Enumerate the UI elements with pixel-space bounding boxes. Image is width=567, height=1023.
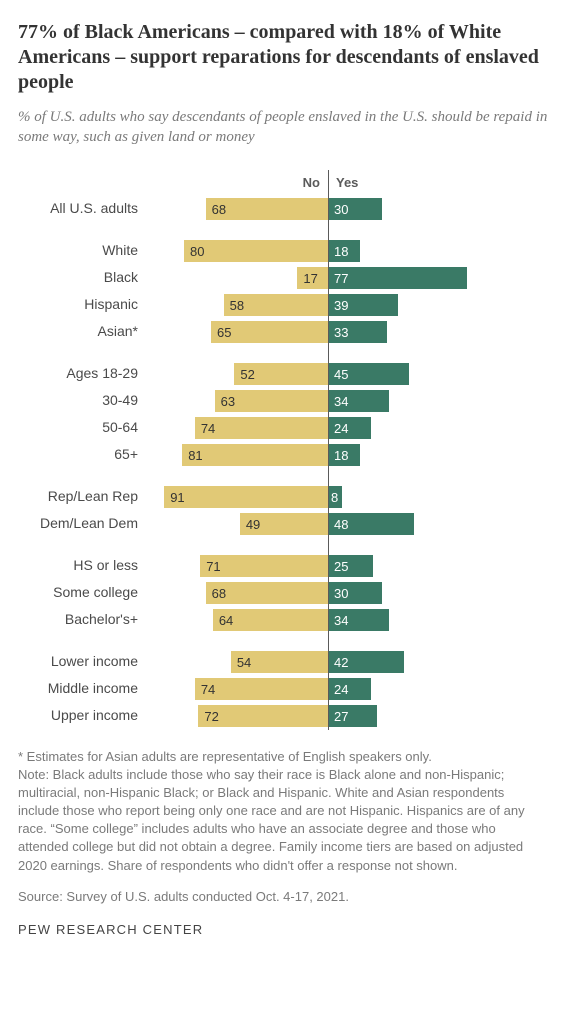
bar-yes: 18 (328, 444, 360, 466)
chart-rows: All U.S. adults6830White8018Black1777His… (18, 196, 549, 730)
header-yes: Yes (328, 175, 508, 190)
bar-yes: 33 (328, 321, 387, 343)
row-label: White (18, 243, 148, 258)
bar-no: 63 (215, 390, 328, 412)
table-row: Black 1777 (18, 265, 549, 292)
table-row: All U.S. adults 6830 (18, 196, 549, 223)
bar-yes: 39 (328, 294, 398, 316)
bar-no: 68 (206, 582, 328, 604)
chart-title: 77% of Black Americans – compared with 1… (18, 20, 549, 95)
bar-no: 58 (224, 294, 328, 316)
table-row: 50-64 7424 (18, 415, 549, 442)
table-row: Asian* 6533 (18, 319, 549, 346)
table-row: Lower income 5442 (18, 649, 549, 676)
table-row: Ages 18-29 5245 (18, 361, 549, 388)
bar-no: 49 (240, 513, 328, 535)
bar-yes: 30 (328, 582, 382, 604)
bar-yes: 48 (328, 513, 414, 535)
bar-yes: 30 (328, 198, 382, 220)
bar-yes: 18 (328, 240, 360, 262)
bar-no: 65 (211, 321, 328, 343)
bar-no: 91 (164, 486, 328, 508)
group-gap (18, 538, 549, 553)
row-label: 65+ (18, 447, 148, 462)
group-gap (18, 223, 549, 238)
row-label: HS or less (18, 558, 148, 573)
table-row: Some college 6830 (18, 580, 549, 607)
table-row: Dem/Lean Dem 4948 (18, 511, 549, 538)
bar-no: 74 (195, 417, 328, 439)
row-label: Some college (18, 585, 148, 600)
bar-yes: 77 (328, 267, 467, 289)
table-row: White 8018 (18, 238, 549, 265)
header-no: No (148, 175, 328, 190)
group-gap (18, 469, 549, 484)
bar-no: 52 (234, 363, 328, 385)
bar-no: 72 (198, 705, 328, 727)
row-label: 30-49 (18, 393, 148, 408)
bar-no: 81 (182, 444, 328, 466)
bar-yes: 27 (328, 705, 377, 727)
group-gap (18, 634, 549, 649)
row-label: Ages 18-29 (18, 366, 148, 381)
table-row: Hispanic 5839 (18, 292, 549, 319)
bar-yes: 25 (328, 555, 373, 577)
table-row: 30-49 6334 (18, 388, 549, 415)
diverging-bar-chart: No Yes All U.S. adults6830White8018Black… (18, 170, 549, 730)
center-axis (328, 170, 329, 730)
bar-no: 80 (184, 240, 328, 262)
table-row: Rep/Lean Rep 918 (18, 484, 549, 511)
row-label: 50-64 (18, 420, 148, 435)
bar-yes: 42 (328, 651, 404, 673)
bar-yes: 24 (328, 678, 371, 700)
row-label: Upper income (18, 708, 148, 723)
bar-no: 64 (213, 609, 328, 631)
bar-yes: 34 (328, 609, 389, 631)
chart-header-row: No Yes (18, 170, 549, 190)
table-row: Middle income 7424 (18, 676, 549, 703)
table-row: 65+ 8118 (18, 442, 549, 469)
bar-yes: 45 (328, 363, 409, 385)
bar-yes: 34 (328, 390, 389, 412)
source-line: Source: Survey of U.S. adults conducted … (18, 889, 549, 904)
bar-no: 54 (231, 651, 328, 673)
table-row: Bachelor's+ 6434 (18, 607, 549, 634)
group-gap (18, 346, 549, 361)
row-label: Rep/Lean Rep (18, 489, 148, 504)
chart-subtitle: % of U.S. adults who say descendants of … (18, 107, 549, 148)
bar-no: 74 (195, 678, 328, 700)
bar-no: 17 (297, 267, 328, 289)
brand: PEW RESEARCH CENTER (18, 922, 549, 937)
table-row: Upper income 7227 (18, 703, 549, 730)
bar-yes: 8 (328, 486, 342, 508)
row-label: Lower income (18, 654, 148, 669)
row-label: Black (18, 270, 148, 285)
row-label: Hispanic (18, 297, 148, 312)
bar-no: 71 (200, 555, 328, 577)
bar-no: 68 (206, 198, 328, 220)
bar-yes: 24 (328, 417, 371, 439)
row-label: All U.S. adults (18, 201, 148, 216)
table-row: HS or less 7125 (18, 553, 549, 580)
row-label: Bachelor's+ (18, 612, 148, 627)
footnote: * Estimates for Asian adults are represe… (18, 748, 549, 875)
row-label: Middle income (18, 681, 148, 696)
row-label: Dem/Lean Dem (18, 516, 148, 531)
row-label: Asian* (18, 324, 148, 339)
